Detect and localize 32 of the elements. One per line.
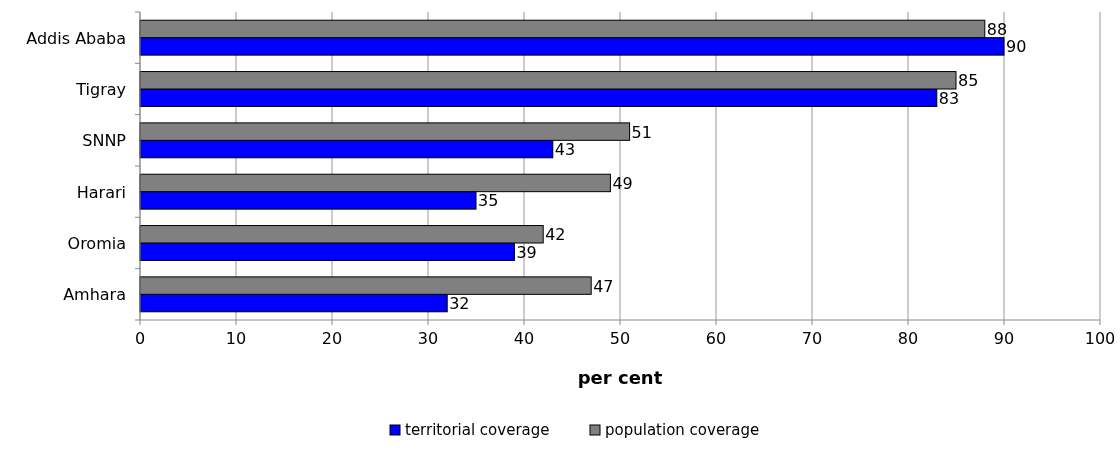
data-label: 90 bbox=[1006, 37, 1027, 57]
y-tick-label: SNNP bbox=[82, 131, 127, 151]
x-tick-label: 10 bbox=[225, 329, 247, 348]
x-tick-label: 30 bbox=[417, 329, 439, 348]
legend-label: population coverage bbox=[605, 421, 760, 439]
x-tick-label: 60 bbox=[705, 329, 727, 348]
data-label: 43 bbox=[554, 140, 576, 160]
y-tick-label: Addis Ababa bbox=[26, 28, 126, 48]
data-label: 88 bbox=[986, 19, 1008, 39]
data-label: 83 bbox=[938, 88, 960, 108]
data-label: 47 bbox=[593, 276, 614, 296]
legend-label: territorial coverage bbox=[405, 421, 550, 439]
y-tick-label: Oromia bbox=[67, 234, 126, 253]
data-label: 35 bbox=[478, 191, 499, 211]
data-label: 85 bbox=[958, 71, 979, 91]
y-tick-label: Amhara bbox=[63, 285, 126, 305]
x-tick-label: 20 bbox=[321, 329, 343, 348]
x-tick-label: 50 bbox=[609, 329, 631, 348]
data-label: 39 bbox=[516, 242, 537, 262]
x-tick-label: 90 bbox=[993, 329, 1015, 348]
data-label: 51 bbox=[631, 122, 652, 142]
y-tick-label: Harari bbox=[76, 182, 126, 202]
data-label: 42 bbox=[545, 225, 566, 245]
data-label: 32 bbox=[449, 294, 470, 314]
x-tick-label: 40 bbox=[513, 329, 535, 348]
x-tick-label: 0 bbox=[134, 329, 146, 348]
x-axis-title: per cent bbox=[577, 367, 663, 388]
x-tick-label: 100 bbox=[1084, 329, 1116, 348]
y-tick-label: Tigray bbox=[75, 80, 126, 99]
x-tick-label: 70 bbox=[801, 329, 823, 348]
data-label: 49 bbox=[612, 173, 633, 193]
x-tick-label: 80 bbox=[897, 329, 919, 348]
